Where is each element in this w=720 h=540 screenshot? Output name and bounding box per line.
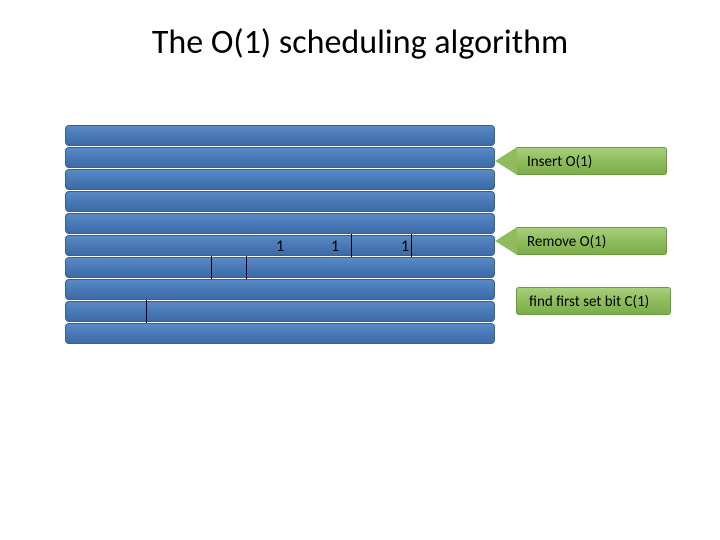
priority-row <box>65 279 495 300</box>
callout-insert: Insert O(1) <box>495 147 667 175</box>
callout-findbit-label: find first set bit C(1) <box>529 293 649 311</box>
priority-row <box>65 301 495 322</box>
bit-one: 1 <box>401 237 409 256</box>
priority-row <box>65 213 495 234</box>
arrow-left-icon <box>495 147 517 175</box>
priority-row <box>65 125 495 146</box>
bit-one: 1 <box>276 237 284 256</box>
callout-remove-label: Remove O(1) <box>517 227 667 255</box>
priority-row <box>65 191 495 212</box>
priority-stack: 1 1 1 <box>65 125 495 345</box>
callout-findbit: find first set bit C(1) <box>516 287 671 315</box>
priority-row: 1 1 1 <box>65 235 495 256</box>
priority-row <box>65 323 495 344</box>
bit-one: 1 <box>331 237 339 256</box>
callout-insert-label: Insert O(1) <box>517 147 667 175</box>
priority-row <box>65 147 495 168</box>
priority-row <box>65 169 495 190</box>
arrow-left-icon <box>495 227 517 255</box>
priority-row <box>65 257 495 278</box>
page-title: The O(1) scheduling algorithm <box>0 22 720 63</box>
callout-remove: Remove O(1) <box>495 227 667 255</box>
